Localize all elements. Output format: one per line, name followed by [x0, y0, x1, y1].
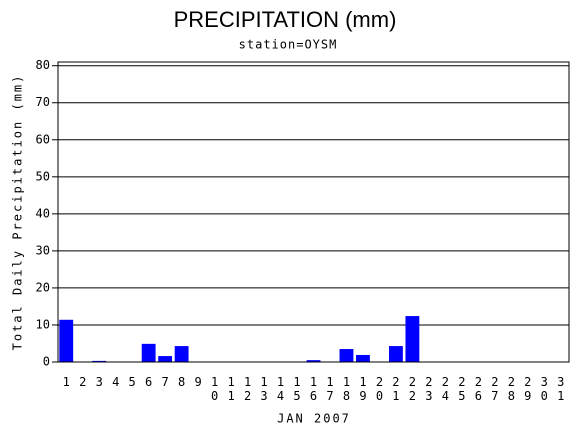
y-tick-label: 70 [36, 95, 50, 109]
x-tick-label: 7 [162, 375, 169, 389]
x-tick-label: 6 [145, 375, 152, 389]
y-tick-label: 40 [36, 206, 50, 220]
x-tick-label: 5 [129, 375, 136, 389]
bar [59, 319, 74, 362]
x-axis-label: JAN 2007 [277, 412, 351, 426]
chart-subtitle: station=OYSM [239, 38, 338, 52]
bar [141, 343, 156, 362]
chart-title: PRECIPITATION (mm) [174, 7, 397, 32]
x-tick-label: 2 [79, 375, 86, 389]
x-tick-label: 1 [63, 375, 70, 389]
bar [356, 354, 370, 362]
bar [92, 360, 107, 362]
bar [388, 346, 403, 362]
x-tick-label: 8 [178, 375, 185, 389]
y-tick-label: 30 [36, 243, 50, 257]
y-tick-label: 60 [36, 132, 50, 146]
bar [405, 316, 420, 362]
bar [339, 349, 354, 362]
y-tick-label: 80 [36, 58, 50, 72]
y-tick-label: 10 [36, 317, 50, 331]
y-axis-label: Total Daily Precipitation (mm) [11, 74, 25, 351]
plot-frame [57, 61, 570, 363]
y-tick-label: 0 [43, 355, 50, 369]
y-tick-label: 50 [36, 169, 50, 183]
y-tick-label: 20 [36, 280, 50, 294]
x-tick-label: 3 [96, 375, 103, 389]
x-tick-label: 4 [112, 375, 119, 389]
bar [174, 346, 189, 362]
bar [306, 360, 321, 362]
x-tick-label: 9 [194, 375, 201, 389]
bar [158, 356, 173, 362]
